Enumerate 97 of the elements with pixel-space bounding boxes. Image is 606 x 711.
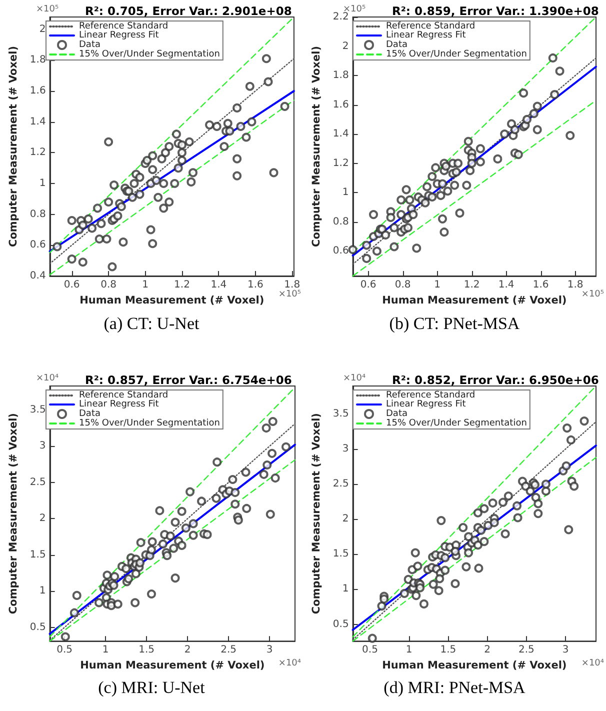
x-tick-label: 1.5 (138, 644, 155, 656)
y-tick-label: 1 (342, 187, 349, 198)
y-tick-label: 1.8 (30, 54, 46, 66)
legend-label: Data (386, 409, 408, 419)
y-tick-label: 2.5 (332, 478, 349, 490)
legend-label: Data (79, 409, 100, 419)
x-tick-label: 1.4 (210, 280, 227, 290)
y-tick-label: 2 (342, 40, 349, 52)
text: ×10⁵ (278, 290, 302, 300)
x-tick-label: 1 (102, 644, 109, 656)
y-tick-label: 2.5 (30, 476, 46, 488)
y-tick-label: 1.8 (332, 70, 349, 82)
x-tick-label: 1.8 (567, 280, 584, 290)
legend-label: Linear Regress Fit (386, 30, 466, 40)
y-tick-label: 0.8 (332, 216, 349, 228)
x-tick-label: 0.6 (360, 280, 376, 290)
y-axis-title: Computer Measurement (# Voxel) (310, 46, 322, 248)
y-tick-label: 1.5 (332, 548, 349, 560)
y-tick-label: 0.5 (30, 622, 46, 633)
y-axis-title: Computer Measurement (# Voxel) (310, 413, 322, 614)
y-tick-label: 0.6 (30, 240, 46, 251)
y-tick-label: 1.4 (30, 116, 46, 128)
y-tick-label: 3.5 (332, 408, 349, 420)
legend-label: Linear Regress Fit (79, 30, 160, 40)
text: (c) MRI: U-Net (97, 678, 206, 698)
y-tick-label: 1.5 (30, 549, 46, 560)
y-tick-label: 2.2 (332, 12, 349, 22)
y-tick-label: 1.6 (332, 99, 349, 110)
legend-label: Reference Standard (386, 390, 476, 400)
x-tick-label: 1.6 (247, 280, 264, 290)
y-tick-label: 0.6 (332, 246, 349, 257)
y-tick-label: 1 (39, 178, 46, 189)
text: (d) MRI: PNet-MSA (382, 678, 526, 698)
y-tick-label: 3.5 (30, 404, 46, 416)
x-tick-label: 1.2 (464, 280, 480, 290)
y-tick-label: 0.4 (30, 270, 46, 282)
x-tick-label: 0.8 (394, 280, 411, 290)
x-tick-label: 1 (434, 280, 441, 290)
legend-label: Data (79, 40, 100, 50)
text: (b) CT: PNet-MSA (388, 314, 521, 334)
chart-title: R²: 0.859, Error Var.: 1.390e+08 (392, 4, 599, 18)
text: ×10⁵ (581, 290, 604, 300)
chart-title: R²: 0.705, Error Var.: 2.901e+08 (85, 4, 292, 18)
x-axis-title: Human Measurement (# Voxel) (80, 660, 265, 672)
x-tick-label: 1.5 (440, 644, 456, 656)
text: ×10⁴ (343, 374, 366, 384)
x-tick-label: 0.8 (100, 280, 116, 290)
legend-label: Data (386, 40, 408, 50)
x-tick-label: 1.6 (532, 280, 549, 290)
x-tick-label: 0.6 (64, 280, 80, 290)
legend-label: Reference Standard (386, 22, 476, 32)
y-tick-label: 3 (342, 444, 349, 455)
x-tick-label: 3 (266, 644, 273, 656)
y-tick-label: 3 (39, 440, 46, 452)
x-tick-label: 2.5 (518, 644, 534, 656)
y-tick-label: 0.5 (332, 618, 349, 630)
y-tick-label: 2 (342, 514, 349, 525)
text: (a) CT: U-Net (102, 314, 200, 334)
x-axis-title: Human Measurement (# Voxel) (382, 660, 567, 672)
y-tick-label: 2 (39, 24, 46, 35)
legend-label: Reference Standard (79, 22, 168, 32)
x-tick-label: 2 (184, 644, 191, 656)
x-axis-title: Human Measurement (# Voxel) (382, 294, 567, 306)
y-axis-title: Computer Measurement (# Voxel) (8, 413, 20, 614)
legend-label: Linear Regress Fit (386, 400, 466, 410)
x-tick-label: 0.5 (56, 644, 73, 656)
y-tick-label: 1.6 (30, 86, 46, 96)
x-tick-label: 2.5 (220, 644, 237, 656)
legend-label: 15% Over/Under Segmentation (79, 418, 220, 428)
y-tick-label: 1 (39, 586, 46, 597)
y-tick-label: 0.8 (30, 208, 46, 220)
y-axis-title: Computer Measurement (# Voxel) (8, 46, 20, 248)
y-tick-label: 1 (342, 584, 349, 595)
text: ×10⁵ (36, 4, 59, 14)
x-tick-label: 1 (142, 280, 148, 290)
x-tick-label: 1.8 (284, 280, 300, 290)
legend-label: 15% Over/Under Segmentation (386, 418, 527, 428)
x-tick-label: 1 (406, 644, 412, 656)
x-axis-title: Human Measurement (# Voxel) (80, 294, 264, 306)
y-tick-label: 1.4 (332, 128, 349, 140)
legend-label: 15% Over/Under Segmentation (79, 50, 220, 60)
text: ×10⁴ (278, 658, 302, 668)
x-tick-label: 1.2 (174, 280, 190, 290)
text: ×10⁴ (36, 374, 59, 384)
x-tick-label: 1.4 (498, 280, 514, 290)
x-tick-label: 3 (562, 644, 569, 656)
legend-label: Reference Standard (79, 390, 168, 400)
x-tick-label: 0.5 (362, 644, 378, 656)
y-tick-label: 1.2 (30, 147, 46, 158)
y-tick-label: 2 (39, 513, 46, 524)
x-tick-label: 2 (484, 644, 490, 656)
legend-label: 15% Over/Under Segmentation (386, 50, 527, 60)
chart-title: R²: 0.852, Error Var.: 6.950e+06 (392, 373, 599, 387)
chart-title: R²: 0.857, Error Var.: 6.754e+06 (85, 373, 292, 387)
text: ×10⁴ (581, 658, 604, 668)
y-tick-label: 1.2 (332, 158, 349, 169)
legend-label: Linear Regress Fit (79, 400, 160, 410)
